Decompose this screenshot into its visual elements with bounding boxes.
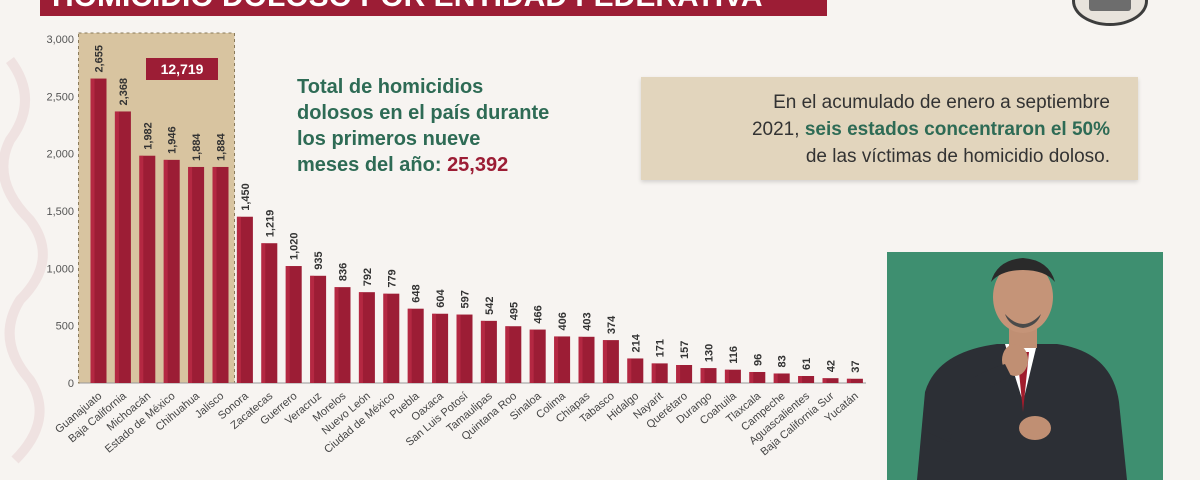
data-label: 403 bbox=[582, 312, 594, 330]
bar-highlight bbox=[846, 378, 851, 383]
bar-highlight bbox=[773, 373, 778, 383]
data-label: 214 bbox=[630, 333, 642, 352]
bar-highlight bbox=[334, 287, 339, 383]
bar-highlight bbox=[822, 378, 827, 383]
bar-highlight bbox=[407, 308, 412, 383]
data-label: 1,020 bbox=[289, 233, 301, 261]
bar-highlight bbox=[529, 329, 534, 383]
data-label: 83 bbox=[777, 355, 789, 367]
bar bbox=[822, 378, 839, 383]
bar bbox=[773, 373, 790, 383]
y-tick-label: 2,000 bbox=[46, 149, 74, 161]
summary-prefix: meses del año: bbox=[297, 154, 448, 176]
data-label: 374 bbox=[606, 315, 618, 334]
y-tick-label: 3,000 bbox=[46, 34, 74, 46]
bar-highlight bbox=[700, 368, 705, 383]
highlight-total-label: 12,719 bbox=[161, 61, 204, 77]
data-label: 406 bbox=[557, 312, 569, 330]
bar-highlight bbox=[139, 155, 144, 383]
total-summary: Total de homicidios dolosos en el país d… bbox=[297, 74, 627, 178]
bar-highlight bbox=[505, 326, 510, 383]
bar-highlight bbox=[724, 369, 729, 383]
sign-language-interpreter bbox=[887, 252, 1163, 480]
data-label: 157 bbox=[679, 341, 691, 359]
bar-highlight bbox=[261, 243, 266, 383]
bar bbox=[798, 376, 815, 383]
data-label: 1,219 bbox=[264, 210, 276, 238]
highlight-total-badge bbox=[146, 58, 218, 80]
note-text: En el acumulado de enero a septiembre 20… bbox=[641, 89, 1110, 170]
bar-highlight bbox=[651, 363, 656, 383]
data-label: 542 bbox=[484, 296, 496, 314]
bar-highlight bbox=[163, 159, 168, 383]
bar-highlight bbox=[798, 376, 803, 383]
data-label: 1,946 bbox=[167, 126, 179, 154]
data-label: 96 bbox=[752, 354, 764, 366]
data-label: 1,982 bbox=[142, 122, 154, 150]
summary-line-1: Total de homicidios bbox=[297, 76, 484, 98]
data-label: 604 bbox=[435, 289, 447, 308]
bar-highlight bbox=[676, 364, 681, 383]
bar-highlight bbox=[358, 292, 363, 383]
data-label: 37 bbox=[850, 361, 862, 373]
summary-total: 25,392 bbox=[447, 154, 509, 176]
data-label: 648 bbox=[411, 284, 423, 302]
note-box: En el acumulado de enero a septiembre 20… bbox=[641, 77, 1138, 180]
background-pattern bbox=[0, 57, 48, 464]
data-label: 836 bbox=[338, 263, 350, 281]
note-line-2-prefix: 2021, bbox=[751, 119, 805, 140]
data-label: 1,884 bbox=[216, 133, 228, 161]
bar bbox=[749, 371, 766, 383]
note-line-1: En el acumulado de enero a septiembre bbox=[773, 92, 1110, 113]
y-tick-label: 1,000 bbox=[46, 263, 74, 275]
data-label: 171 bbox=[655, 339, 667, 357]
bar-highlight bbox=[602, 340, 607, 383]
bar-highlight bbox=[432, 313, 437, 383]
bar-highlight bbox=[578, 336, 583, 383]
bar-highlight bbox=[90, 78, 95, 383]
page-title: HOMICIDIO DOLOSO POR ENTIDAD FEDERATIVA bbox=[40, 0, 827, 16]
y-tick-label: 2,500 bbox=[46, 91, 74, 103]
data-label: 1,450 bbox=[240, 183, 252, 211]
data-label: 1,884 bbox=[191, 133, 203, 161]
interpreter-figure bbox=[917, 258, 1127, 480]
bar-highlight bbox=[114, 111, 119, 383]
bar-highlight bbox=[554, 336, 559, 383]
bar-highlight bbox=[627, 358, 632, 383]
data-label: 935 bbox=[313, 251, 325, 269]
note-line-2: 2021, seis estados concentraron el 50% bbox=[641, 116, 1110, 143]
bar-highlight bbox=[236, 216, 241, 383]
y-tick-label: 500 bbox=[56, 321, 74, 333]
summary-line-3: los primeros nueve bbox=[297, 128, 481, 150]
y-tick-label: 1,500 bbox=[46, 206, 74, 218]
bar-highlight bbox=[188, 166, 193, 383]
y-tick-label: 0 bbox=[68, 378, 74, 390]
bar-highlight bbox=[285, 266, 290, 383]
bar-highlight bbox=[383, 293, 388, 383]
summary-line-2: dolosos en el país durante bbox=[297, 102, 550, 124]
summary-line-4: meses del año: 25,392 bbox=[297, 152, 627, 178]
bar bbox=[846, 378, 863, 383]
bar-highlight bbox=[212, 166, 217, 383]
note-line-3: de las víctimas de homicidio doloso. bbox=[805, 146, 1110, 167]
data-label: 779 bbox=[386, 269, 398, 287]
data-label: 61 bbox=[801, 358, 813, 370]
bar-highlight bbox=[480, 320, 485, 383]
note-highlight: seis estados concentraron el 50% bbox=[804, 119, 1110, 140]
data-label: 495 bbox=[508, 302, 520, 320]
data-label: 792 bbox=[362, 268, 374, 286]
bar-highlight bbox=[749, 371, 754, 383]
data-label: 116 bbox=[728, 346, 740, 364]
data-label: 42 bbox=[826, 360, 838, 372]
data-label: 2,368 bbox=[118, 78, 130, 106]
data-label: 466 bbox=[533, 305, 545, 323]
bar-highlight bbox=[310, 275, 315, 383]
data-label: 130 bbox=[704, 344, 716, 362]
data-label: 2,655 bbox=[94, 45, 106, 73]
data-label: 597 bbox=[460, 290, 472, 308]
bar-highlight bbox=[456, 314, 461, 383]
